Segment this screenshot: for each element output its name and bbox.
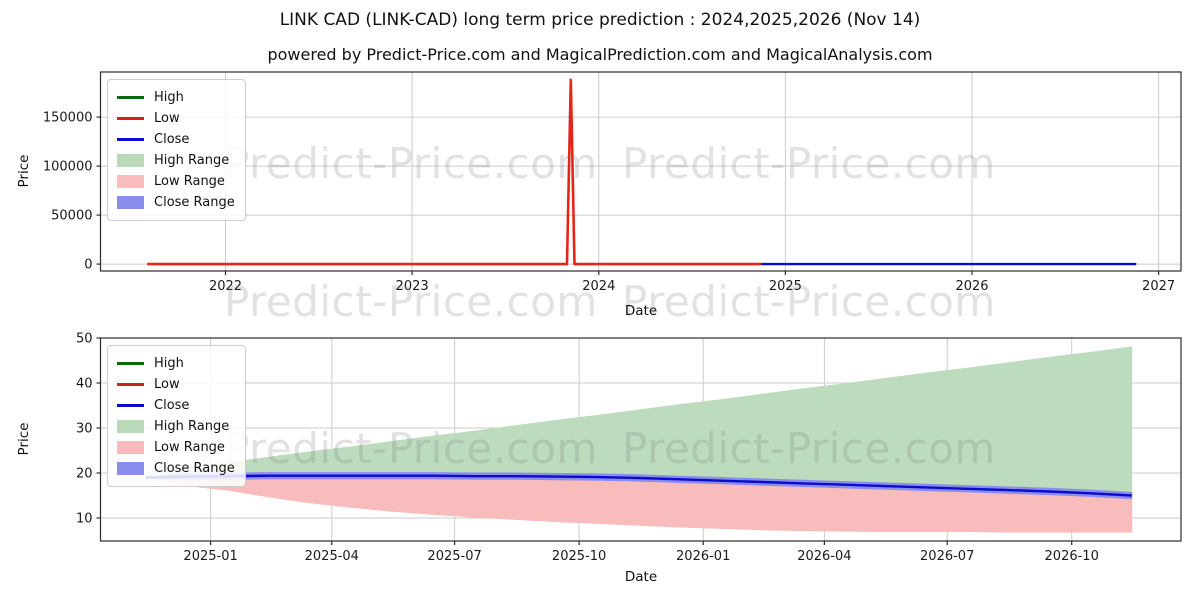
legend-item-close-range: Close Range xyxy=(117,458,235,479)
svg-text:2027: 2027 xyxy=(1142,279,1175,294)
legend-label-close-range: Close Range xyxy=(154,195,235,210)
legend-item-high: High xyxy=(117,87,235,108)
svg-text:100000: 100000 xyxy=(43,160,93,175)
svg-text:2026-01: 2026-01 xyxy=(676,549,730,564)
close-line-swatch xyxy=(117,404,144,407)
legend-label-low: Low xyxy=(154,377,180,392)
watermark-text: Predict-Price.com xyxy=(224,424,598,473)
legend-item-high-range: High Range xyxy=(117,416,235,437)
svg-text:10: 10 xyxy=(76,512,93,527)
svg-text:150000: 150000 xyxy=(43,111,93,126)
svg-text:40: 40 xyxy=(76,377,93,392)
svg-text:30: 30 xyxy=(76,422,93,437)
close-line xyxy=(145,474,1132,497)
prediction-chart-frame xyxy=(99,337,1182,542)
close-range-patch-swatch xyxy=(117,462,144,475)
legend-label-high: High xyxy=(154,356,184,371)
history-chart-tick-labels: 2022 2023 2024 2025 2026 2027 0 50000 100000 1500… xyxy=(43,111,1175,294)
bottom-y-axis-label: Price xyxy=(16,422,32,456)
bottom-x-axis-label: Date xyxy=(624,569,658,585)
prediction-chart: 2025-01 2025-04 2025-07 2025-10 2026-01 2026-… xyxy=(76,332,1182,565)
legend-label-low-range: Low Range xyxy=(154,174,225,189)
svg-text:2022: 2022 xyxy=(209,279,242,294)
legend-label-close: Close xyxy=(154,132,190,147)
svg-text:2023: 2023 xyxy=(396,279,429,294)
prediction-chart-tick-labels: 2025-01 2025-04 2025-07 2025-10 2026-01 2026-… xyxy=(76,332,1099,565)
legend-item-low: Low xyxy=(117,374,235,395)
legend-item-close: Close xyxy=(117,395,235,416)
legend-label-low-range: Low Range xyxy=(154,440,225,455)
legend-item-close-range: Close Range xyxy=(117,192,235,213)
svg-text:20: 20 xyxy=(76,467,93,482)
bottom-chart-legend: High Low Close High Range Low Range Close Ran… xyxy=(107,345,246,487)
svg-text:2026-10: 2026-10 xyxy=(1045,549,1099,564)
svg-text:2025-10: 2025-10 xyxy=(552,549,606,564)
top-y-axis-label: Price xyxy=(16,154,32,188)
low-line-swatch xyxy=(117,383,144,386)
svg-text:2025-07: 2025-07 xyxy=(427,549,481,564)
legend-label-low: Low xyxy=(154,111,180,126)
legend-item-close: Close xyxy=(117,129,235,150)
low-line-swatch xyxy=(117,117,144,120)
low-range-patch-swatch xyxy=(117,441,144,454)
svg-text:2026-04: 2026-04 xyxy=(797,549,851,564)
legend-label-high-range: High Range xyxy=(154,419,230,434)
legend-item-low: Low xyxy=(117,108,235,129)
svg-text:2025-04: 2025-04 xyxy=(305,549,359,564)
high-range-patch-swatch xyxy=(117,420,144,433)
watermark-text: Predict-Price.com xyxy=(224,277,598,326)
high-line-swatch xyxy=(117,96,144,99)
watermark-text: Predict-Price.com xyxy=(622,277,996,326)
close-range-patch-swatch xyxy=(117,196,144,209)
close-line-swatch xyxy=(117,138,144,141)
low-line xyxy=(147,78,762,266)
history-chart-frame xyxy=(99,71,1182,272)
svg-text:2025: 2025 xyxy=(769,279,802,294)
legend-label-high: High xyxy=(154,90,184,105)
top-chart-legend: High Low Close High Range Low Range Close Ran… xyxy=(107,79,246,221)
svg-text:2025-01: 2025-01 xyxy=(183,549,237,564)
chart-title: LINK CAD (LINK-CAD) long term price pred… xyxy=(279,10,921,30)
chart-subtitle: powered by Predict-Price.com and Magical… xyxy=(267,45,933,64)
legend-item-high-range: High Range xyxy=(117,150,235,171)
legend-label-close: Close xyxy=(154,398,190,413)
watermark-text: Predict-Price.com xyxy=(622,424,996,473)
svg-text:0: 0 xyxy=(84,258,92,273)
low-range-patch-swatch xyxy=(117,175,144,188)
watermark-text: Predict-Price.com xyxy=(622,139,996,188)
high-line-swatch xyxy=(117,362,144,365)
svg-text:50: 50 xyxy=(76,332,93,347)
top-x-axis-label: Date xyxy=(624,303,658,319)
legend-item-high: High xyxy=(117,353,235,374)
legend-item-low-range: Low Range xyxy=(117,171,235,192)
svg-text:2024: 2024 xyxy=(582,279,615,294)
svg-text:2026-07: 2026-07 xyxy=(920,549,974,564)
watermark-text: Predict-Price.com xyxy=(224,139,598,188)
legend-item-low-range: Low Range xyxy=(117,437,235,458)
svg-text:2026: 2026 xyxy=(955,279,988,294)
legend-label-high-range: High Range xyxy=(154,153,230,168)
legend-label-close-range: Close Range xyxy=(154,461,235,476)
high-range-patch-swatch xyxy=(117,154,144,167)
svg-text:50000: 50000 xyxy=(51,209,92,224)
history-chart: 2022 2023 2024 2025 2026 2027 0 50000 100000 1500… xyxy=(43,71,1182,294)
